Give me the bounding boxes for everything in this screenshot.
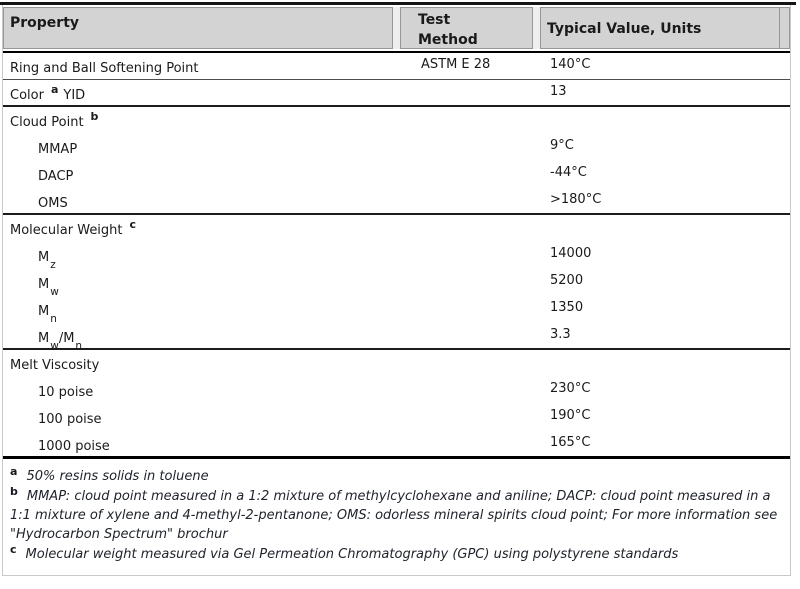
table-row: Molecular Weight c <box>3 215 790 242</box>
typical-value-cell: -44°C <box>550 165 587 180</box>
property-cell: Melt Viscosity <box>10 358 100 373</box>
typical-value-cell: 230°C <box>550 381 591 396</box>
table-row: Mw/Mn 3.3 <box>3 323 790 352</box>
typical-value-cell: 140°C <box>550 57 591 72</box>
property-cell: MMAP <box>38 142 78 157</box>
typical-value-cell: >180°C <box>550 192 602 207</box>
typical-value-cell: 13 <box>550 84 567 99</box>
footnote-a: a 50% resins solids in toluene <box>10 464 782 486</box>
column-header-typical-value: Typical Value, Units <box>540 7 780 49</box>
table-row: OMS >180°C <box>3 188 790 215</box>
property-cell: 10 poise <box>38 385 94 400</box>
typical-value-cell <box>542 217 790 218</box>
table-row: Melt Viscosity <box>3 350 790 377</box>
test-method-cell <box>414 433 542 434</box>
table-header-row: Property Test Method Typical Value, Unit… <box>3 5 790 53</box>
header-cell-gap <box>533 7 540 49</box>
top-rule <box>0 2 796 5</box>
test-method-cell <box>414 109 542 110</box>
test-method-cell <box>414 352 542 353</box>
property-cell: Mw/Mn <box>38 331 83 352</box>
subscript: w <box>50 285 59 298</box>
property-cell: OMS <box>38 196 68 211</box>
test-method-cell: ASTM E 28 <box>421 57 491 72</box>
test-method-cell <box>414 379 542 380</box>
test-method-cell <box>414 190 542 191</box>
footnote-ref-c: c <box>129 217 137 231</box>
subscript: n <box>50 312 57 325</box>
footnote-c: c Molecular weight measured via Gel Perme… <box>10 542 782 564</box>
footnote-text: 50% resins solids in toluene <box>26 469 209 484</box>
test-method-cell <box>414 271 542 272</box>
footnote-marker: c <box>10 542 17 556</box>
table-row: MMAP 9°C <box>3 134 790 161</box>
typical-value-cell: 3.3 <box>550 327 571 342</box>
header-filler <box>780 7 790 49</box>
typical-value-cell: 165°C <box>550 435 591 450</box>
table-row: 1000 poise 165°C <box>3 431 790 459</box>
typical-value-cell: 1350 <box>550 300 584 315</box>
footnote-marker: b <box>10 484 18 498</box>
table-row: DACP -44°C <box>3 161 790 188</box>
property-cell: 1000 poise <box>38 439 110 454</box>
test-method-cell <box>414 244 542 245</box>
table-row: Cloud Point b <box>3 107 790 134</box>
table-row: Mz 14000 <box>3 242 790 271</box>
typical-value-cell: 9°C <box>550 138 574 153</box>
typical-value-cell <box>542 352 790 353</box>
property-cell: Cloud Point b <box>10 109 99 130</box>
column-header-test-method: Test Method <box>400 7 533 49</box>
footnote-b: b MMAP: cloud point measured in a 1:2 mix… <box>10 484 782 544</box>
typical-value-cell: 14000 <box>550 246 592 261</box>
property-cell: DACP <box>38 169 74 184</box>
column-header-property: Property <box>3 7 393 49</box>
header-cell-gap <box>393 7 400 49</box>
footnote-ref-b: b <box>90 109 99 123</box>
subscript: w <box>50 339 59 352</box>
test-method-cell <box>414 406 542 407</box>
property-datasheet-table: Property Test Method Typical Value, Unit… <box>2 5 791 576</box>
footnote-text: MMAP: cloud point measured in a 1:2 mixt… <box>10 489 778 542</box>
typical-value-cell: 5200 <box>550 273 584 288</box>
property-cell: Color a YID <box>10 82 86 103</box>
test-method-cell <box>414 82 542 83</box>
table-row: Mn 1350 <box>3 296 790 325</box>
table-row: Mw 5200 <box>3 269 790 298</box>
subscript: z <box>50 258 56 271</box>
typical-value-cell <box>542 109 790 110</box>
typical-value-cell: 190°C <box>550 408 591 423</box>
footnote-ref-a: a <box>50 82 59 96</box>
property-cell: Mz <box>38 250 56 271</box>
test-method-cell <box>414 325 542 326</box>
table-body: Ring and Ball Softening Point ASTM E 28 14… <box>3 53 790 459</box>
subscript: n <box>75 339 83 352</box>
property-cell: Mn <box>38 304 57 325</box>
footnote-text: Molecular weight measured via Gel Permea… <box>25 547 679 562</box>
table-row: 100 poise 190°C <box>3 404 790 431</box>
test-method-cell <box>414 298 542 299</box>
table-row: Ring and Ball Softening Point ASTM E 28 14… <box>3 53 790 80</box>
property-cell: Ring and Ball Softening Point <box>10 61 199 76</box>
property-cell: Mw <box>38 277 59 298</box>
footnotes-section: a 50% resins solids in toluene b MMAP: clou… <box>3 459 790 575</box>
table-row: 10 poise 230°C <box>3 377 790 404</box>
test-method-cell <box>414 136 542 137</box>
property-cell: 100 poise <box>38 412 102 427</box>
table-row: Color a YID 13 <box>3 80 790 107</box>
property-cell: Molecular Weight c <box>10 217 137 238</box>
test-method-cell <box>414 217 542 218</box>
footnote-marker: a <box>10 464 18 478</box>
test-method-cell <box>414 163 542 164</box>
